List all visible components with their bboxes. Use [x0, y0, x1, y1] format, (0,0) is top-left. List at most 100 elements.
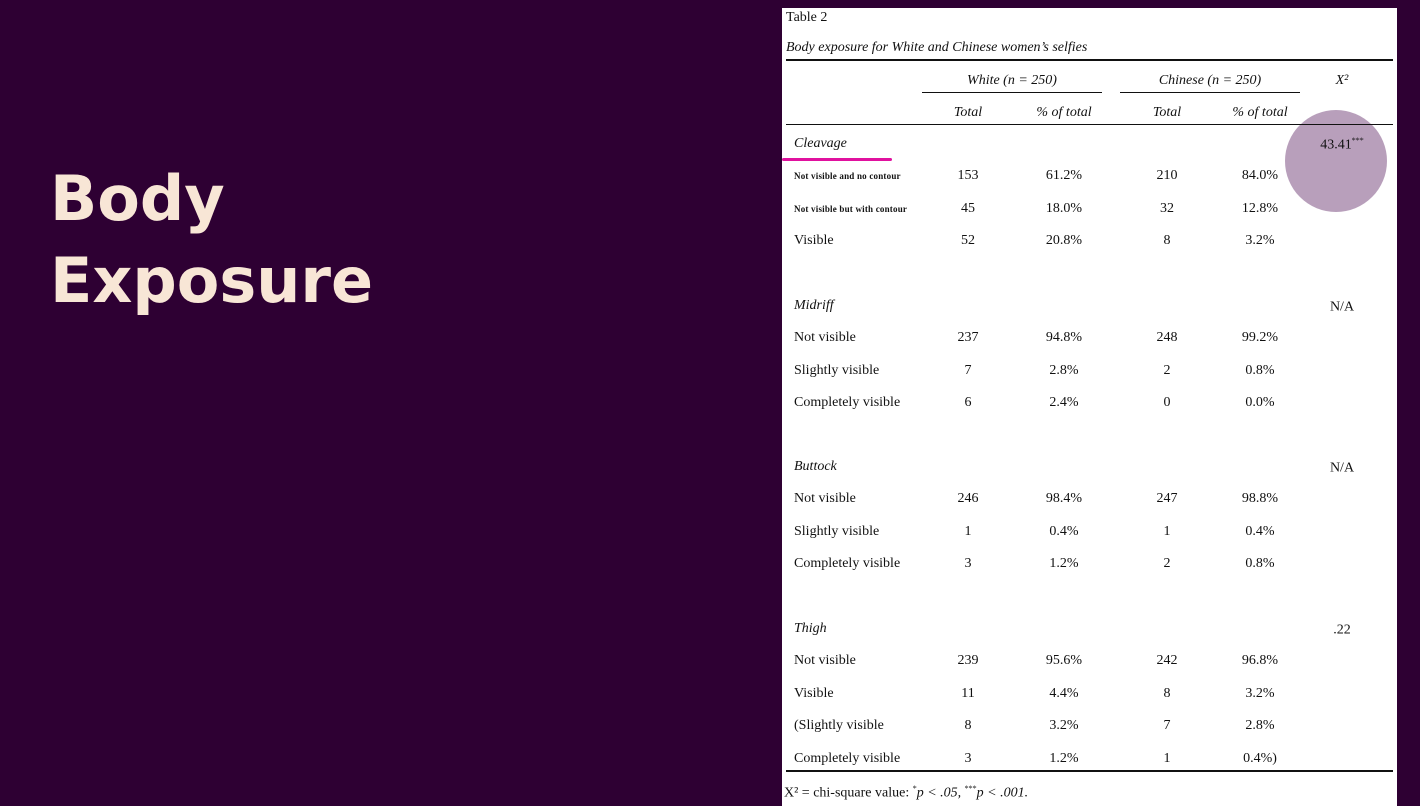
table-cell-c-pct: 0.4%) [1243, 751, 1277, 766]
header-chinese-pct: % of total [1232, 105, 1288, 120]
table-cell-w-total: 52 [961, 233, 975, 248]
table-cell-w-pct: 1.2% [1049, 751, 1079, 766]
underline-annotation [782, 158, 892, 161]
table-cell-w-total: 3 [964, 751, 972, 766]
table-cell-w-pct: 20.8% [1045, 233, 1083, 248]
row-label: Not visible [794, 330, 856, 345]
table-cell-w-pct: 0.4% [1049, 524, 1079, 539]
header-chinese-total: Total [1152, 105, 1182, 120]
header-rule [786, 124, 1393, 125]
table-cell-c-pct: 2.8% [1245, 718, 1275, 733]
table-cell-c-pct: 0.4% [1245, 524, 1275, 539]
chinese-group-rule [1120, 92, 1300, 93]
white-group-rule [922, 92, 1102, 93]
table-cell-c-total: 1 [1163, 751, 1171, 766]
row-label: Not visible [794, 491, 856, 506]
table-cell-c-total: 0 [1163, 395, 1171, 410]
chi-value-text: 43.41 [1320, 137, 1352, 153]
section-label-midriff: Midriff [794, 298, 834, 313]
section-label-cleavage: Cleavage [794, 136, 847, 151]
section-label-thigh: Thigh [794, 621, 827, 636]
slide-title-line-2: Exposure [50, 244, 373, 317]
table-cell-w-pct: 2.8% [1049, 363, 1079, 378]
table-cell-c-total: 1 [1163, 524, 1171, 539]
table-cell-c-pct: 3.2% [1245, 233, 1275, 248]
table-cell-c-pct: 96.8% [1241, 653, 1279, 668]
row-label: Completely visible [794, 395, 901, 410]
table-cell-c-pct: 0.0% [1245, 395, 1275, 410]
header-chinese-group: Chinese (n = 250) [1158, 73, 1262, 88]
table-cell-w-total: 153 [957, 168, 979, 183]
table-cell-c-total: 8 [1163, 233, 1171, 248]
table-cell-w-total: 3 [964, 556, 972, 571]
table-cell-c-total: 2 [1163, 556, 1171, 571]
table-cell-c-pct: 99.2% [1241, 330, 1279, 345]
chi-value-cleavage: 43.41*** [1312, 136, 1372, 154]
table-cell-c-pct: 0.8% [1245, 556, 1275, 571]
table-cell-w-total: 8 [964, 718, 972, 733]
table-cell-c-total: 32 [1160, 201, 1174, 216]
row-label: Not visible [794, 653, 856, 668]
row-label: Completely visible [794, 751, 901, 766]
table-cell-c-pct: 98.8% [1241, 491, 1279, 506]
table-cell-w-total: 237 [957, 330, 979, 345]
table-cell-c-pct: 0.8% [1245, 363, 1275, 378]
footnote-sig-three-star: *** [964, 784, 977, 793]
table-label: Table 2 [786, 10, 828, 25]
table-footnote: X² = chi-square value: *p < .05, ***p < … [784, 784, 1028, 802]
table-cell-c-pct: 3.2% [1245, 686, 1275, 701]
table-cell-w-pct: 94.8% [1045, 330, 1083, 345]
chi-value-text: N/A [1329, 460, 1355, 476]
table-cell-w-total: 239 [957, 653, 979, 668]
table-cell-c-total: 248 [1156, 330, 1178, 345]
table-cell-c-pct: 12.8% [1241, 201, 1279, 216]
footnote-p001: p < .001. [976, 785, 1029, 801]
slide-title-line-1: Body [50, 162, 225, 235]
header-white-group: White (n = 250) [967, 73, 1057, 88]
highlight-circle-annotation [1285, 110, 1387, 212]
table-cell-w-total: 45 [961, 201, 975, 216]
header-white-total: Total [953, 105, 983, 120]
row-label: Visible [794, 686, 834, 701]
row-label: Slightly visible [794, 363, 880, 378]
top-rule [786, 59, 1393, 61]
table-cell-w-pct: 2.4% [1049, 395, 1079, 410]
table-cell-c-total: 242 [1156, 653, 1178, 668]
table-cell-w-pct: 18.0% [1045, 201, 1083, 216]
table-cell-w-pct: 61.2% [1045, 168, 1083, 183]
table-cell-w-pct: 95.6% [1045, 653, 1083, 668]
table-cell-c-total: 210 [1156, 168, 1178, 183]
table-image: Table 2 Body exposure for White and Chin… [782, 8, 1397, 806]
table-cell-w-total: 7 [964, 363, 972, 378]
table-cell-w-total: 1 [964, 524, 972, 539]
chi-value-buttock: N/A [1312, 459, 1372, 477]
slide-title: Body Exposure [50, 158, 470, 322]
header-white-pct: % of total [1036, 105, 1092, 120]
row-label: Slightly visible [794, 524, 880, 539]
table-cell-c-pct: 84.0% [1241, 168, 1279, 183]
chi-value-text: N/A [1329, 299, 1355, 315]
table-cell-w-total: 246 [957, 491, 979, 506]
footnote-chi-definition: X² = chi-square value: [784, 785, 913, 801]
section-label-buttock: Buttock [794, 459, 837, 474]
table-cell-w-pct: 3.2% [1049, 718, 1079, 733]
chi-value-text: .22 [1333, 622, 1351, 638]
table-cell-w-total: 11 [961, 686, 975, 701]
table-caption: Body exposure for White and Chinese wome… [786, 40, 1088, 55]
footnote-sig-one-star: * [912, 784, 917, 793]
table-cell-w-total: 6 [964, 395, 972, 410]
table-cell-w-pct: 1.2% [1049, 556, 1079, 571]
footnote-p05: p < .05, [916, 785, 965, 801]
row-label: Visible [794, 233, 834, 248]
table-cell-w-pct: 4.4% [1049, 686, 1079, 701]
row-label: Not visible and no contour [794, 171, 901, 181]
chi-value-thigh: .22 [1312, 621, 1372, 639]
table-cell-c-total: 2 [1163, 363, 1171, 378]
chi-significance: *** [1351, 136, 1364, 145]
table-cell-c-total: 7 [1163, 718, 1171, 733]
header-chi-square: X² [1335, 73, 1349, 88]
row-label: Completely visible [794, 556, 901, 571]
table-cell-c-total: 8 [1163, 686, 1171, 701]
table-cell-w-pct: 98.4% [1045, 491, 1083, 506]
row-label: Not visible but with contour [794, 204, 908, 214]
